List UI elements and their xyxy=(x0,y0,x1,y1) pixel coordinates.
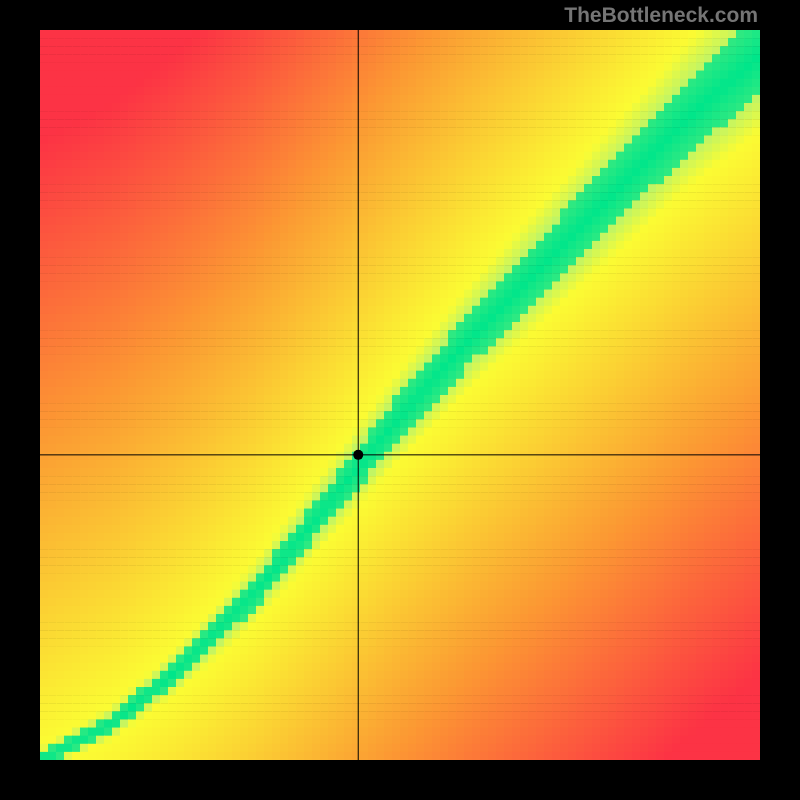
watermark-text: TheBottleneck.com xyxy=(564,4,758,28)
heatmap-canvas xyxy=(40,30,760,760)
chart-container: TheBottleneck.com xyxy=(0,0,800,800)
plot-area xyxy=(40,30,760,760)
